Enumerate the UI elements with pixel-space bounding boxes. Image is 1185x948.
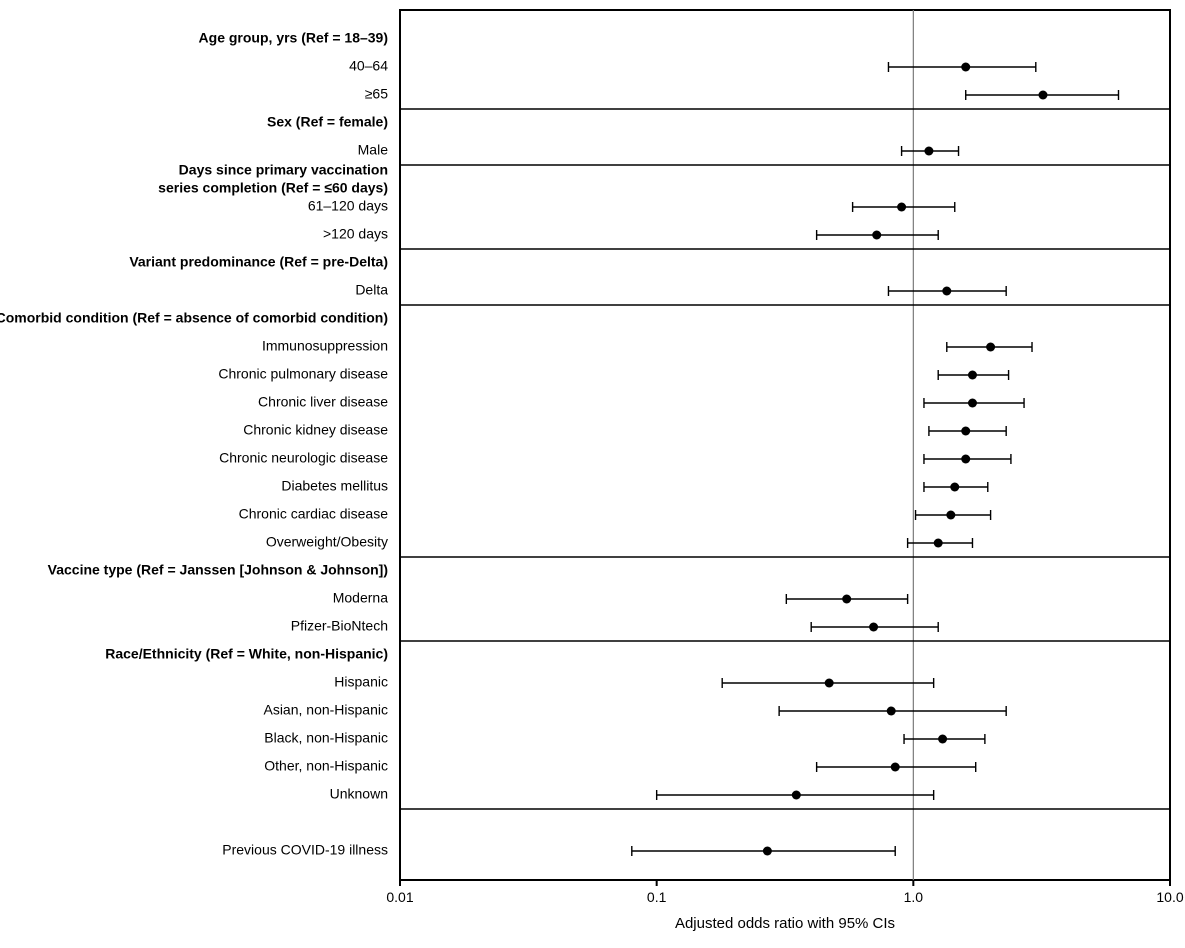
point-estimate xyxy=(934,539,943,548)
row-header-label: Variant predominance (Ref = pre-Delta) xyxy=(129,254,388,270)
point-estimate xyxy=(986,343,995,352)
row-header-label: Race/Ethnicity (Ref = White, non-Hispani… xyxy=(105,646,388,662)
row-header-label: Age group, yrs (Ref = 18–39) xyxy=(199,30,388,46)
row-label: Chronic liver disease xyxy=(258,394,388,410)
point-estimate xyxy=(968,399,977,408)
row-label: Unknown xyxy=(330,786,388,802)
row-label: >120 days xyxy=(323,226,388,242)
point-estimate xyxy=(950,483,959,492)
plot-border xyxy=(400,10,1170,880)
forest-plot-svg: Age group, yrs (Ref = 18–39) 40–64 ≥65 Sex … xyxy=(0,0,1185,948)
row-label: Previous COVID-19 illness xyxy=(222,842,388,858)
point-estimate xyxy=(938,735,947,744)
row-label: Diabetes mellitus xyxy=(281,478,388,494)
x-tick-label: 1.0 xyxy=(904,889,924,905)
row-label: Chronic pulmonary disease xyxy=(218,366,388,382)
row-header-label: Vaccine type (Ref = Janssen [Johnson & J… xyxy=(48,562,388,578)
point-estimate xyxy=(891,763,900,772)
point-estimate xyxy=(961,455,970,464)
point-estimate xyxy=(842,595,851,604)
x-tick-label: 0.1 xyxy=(647,889,667,905)
point-estimate xyxy=(887,707,896,716)
row-label: Moderna xyxy=(333,590,388,606)
point-estimate xyxy=(1038,91,1047,100)
row-label: 61–120 days xyxy=(308,198,388,214)
row-header-label-2: series completion (Ref = ≤60 days) xyxy=(158,180,388,196)
row-header-label: Comorbid condition (Ref = absence of com… xyxy=(0,310,388,326)
row-label: Immunosuppression xyxy=(262,338,388,354)
row-header-label: Sex (Ref = female) xyxy=(267,114,388,130)
row-label: 40–64 xyxy=(349,58,388,74)
row-label: Chronic kidney disease xyxy=(243,422,388,438)
point-estimate xyxy=(872,231,881,240)
row-label: Chronic cardiac disease xyxy=(239,506,389,522)
x-tick-label: 10.0 xyxy=(1156,889,1183,905)
point-estimate xyxy=(924,147,933,156)
point-estimate xyxy=(897,203,906,212)
row-label: Pfizer-BioNtech xyxy=(291,618,388,634)
point-estimate xyxy=(763,847,772,856)
row-header-label: Days since primary vaccination xyxy=(179,162,388,178)
point-estimate xyxy=(968,371,977,380)
x-tick-label: 0.01 xyxy=(386,889,413,905)
row-label: Asian, non-Hispanic xyxy=(263,702,388,718)
row-label: Other, non-Hispanic xyxy=(264,758,388,774)
point-estimate xyxy=(825,679,834,688)
row-label: Overweight/Obesity xyxy=(266,534,388,550)
row-label: Hispanic xyxy=(334,674,388,690)
row-label: Chronic neurologic disease xyxy=(219,450,388,466)
point-estimate xyxy=(961,63,970,72)
point-estimate xyxy=(961,427,970,436)
row-label: Delta xyxy=(355,282,388,298)
point-estimate xyxy=(946,511,955,520)
row-label: Black, non-Hispanic xyxy=(264,730,388,746)
point-estimate xyxy=(869,623,878,632)
point-estimate xyxy=(942,287,951,296)
x-axis-label: Adjusted odds ratio with 95% CIs xyxy=(675,915,895,932)
row-label: Male xyxy=(358,142,389,158)
forest-plot-container: Age group, yrs (Ref = 18–39) 40–64 ≥65 Sex … xyxy=(0,0,1185,948)
row-label: ≥65 xyxy=(365,86,388,102)
point-estimate xyxy=(792,791,801,800)
